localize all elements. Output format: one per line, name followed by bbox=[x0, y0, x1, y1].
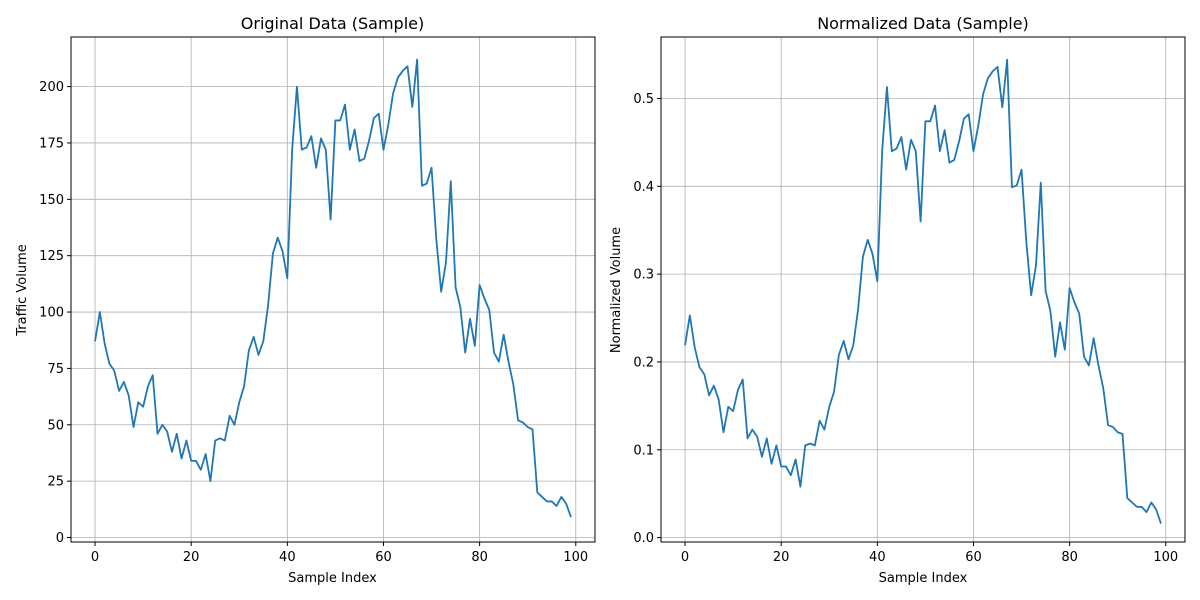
y-tick-label: 0.4 bbox=[633, 180, 654, 195]
data-series-line bbox=[94, 58, 572, 518]
plot-frame bbox=[660, 36, 1186, 543]
data-series-line bbox=[684, 58, 1162, 524]
chart-original-data: Original Data (Sample) Sample Index Traf… bbox=[15, 14, 596, 586]
y-tick-label: 75 bbox=[47, 362, 64, 377]
y-tick-label: 0.2 bbox=[633, 355, 654, 370]
y-tick-label: 0.3 bbox=[633, 268, 654, 283]
y-tick-label: 175 bbox=[39, 136, 64, 151]
x-tick-label: 60 bbox=[375, 550, 392, 565]
y-tick-label: 125 bbox=[39, 249, 64, 264]
x-tick-label: 60 bbox=[965, 550, 982, 565]
y-axis-title: Normalized Volume bbox=[609, 227, 624, 353]
y-tick-label: 200 bbox=[39, 80, 64, 95]
x-axis-title: Sample Index bbox=[288, 571, 377, 586]
x-tick-label: 20 bbox=[183, 550, 200, 565]
x-axis-title: Sample Index bbox=[879, 571, 968, 586]
chart-title: Normalized Data (Sample) bbox=[817, 14, 1029, 33]
y-tick-label: 100 bbox=[39, 306, 64, 321]
y-tick-label: 25 bbox=[47, 475, 64, 490]
y-axis-title: Traffic Volume bbox=[15, 244, 30, 337]
x-tick-label: 40 bbox=[869, 550, 886, 565]
y-tick-label: 150 bbox=[39, 193, 64, 208]
x-tick-label: 40 bbox=[279, 550, 296, 565]
y-tick-label: 0.5 bbox=[633, 92, 654, 107]
chart-title: Original Data (Sample) bbox=[241, 14, 424, 33]
x-tick-label: 100 bbox=[563, 550, 588, 565]
y-tick-label: 0.1 bbox=[633, 443, 654, 458]
x-tick-label: 100 bbox=[1153, 550, 1178, 565]
x-tick-label: 20 bbox=[773, 550, 790, 565]
grid bbox=[661, 37, 1185, 542]
grid bbox=[71, 37, 595, 542]
y-tick-label: 0 bbox=[56, 531, 64, 546]
y-tick-label: 0.0 bbox=[633, 531, 654, 546]
y-tick-label: 50 bbox=[47, 418, 64, 433]
chart-normalized-data: Normalized Data (Sample) Sample Index No… bbox=[609, 14, 1186, 586]
x-tick-label: 0 bbox=[681, 550, 689, 565]
x-tick-label: 80 bbox=[1061, 550, 1078, 565]
plot-frame bbox=[70, 36, 596, 543]
x-tick-label: 80 bbox=[471, 550, 488, 565]
x-tick-label: 0 bbox=[91, 550, 99, 565]
